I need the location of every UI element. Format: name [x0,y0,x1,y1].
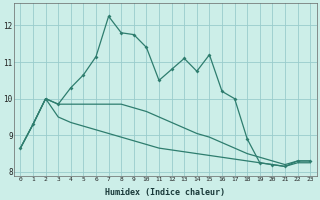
X-axis label: Humidex (Indice chaleur): Humidex (Indice chaleur) [105,188,225,197]
